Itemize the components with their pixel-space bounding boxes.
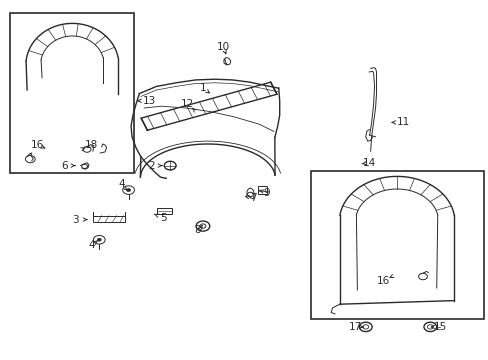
Bar xyxy=(257,186,267,194)
Text: 5: 5 xyxy=(160,213,167,223)
Text: 13: 13 xyxy=(142,96,156,106)
Text: 18: 18 xyxy=(85,140,99,150)
Text: 8: 8 xyxy=(194,225,201,235)
Text: 4: 4 xyxy=(88,240,95,250)
Bar xyxy=(310,171,483,319)
Text: 11: 11 xyxy=(396,117,409,127)
Circle shape xyxy=(97,238,101,241)
Bar xyxy=(93,216,124,222)
Bar xyxy=(10,13,134,173)
Text: 17: 17 xyxy=(347,322,361,332)
Text: 10: 10 xyxy=(216,42,229,52)
Text: 2: 2 xyxy=(148,161,155,171)
Circle shape xyxy=(126,189,130,192)
Text: 15: 15 xyxy=(432,322,446,332)
Text: 16: 16 xyxy=(376,276,389,286)
Text: 6: 6 xyxy=(61,161,68,171)
Bar xyxy=(157,208,172,214)
Text: 1: 1 xyxy=(199,83,206,93)
Text: 16: 16 xyxy=(31,140,44,150)
Text: 12: 12 xyxy=(180,99,194,109)
Text: 4: 4 xyxy=(118,179,124,189)
Text: 9: 9 xyxy=(263,188,269,198)
Text: 14: 14 xyxy=(362,158,376,168)
Text: 7: 7 xyxy=(249,193,256,203)
Text: 3: 3 xyxy=(72,215,79,225)
